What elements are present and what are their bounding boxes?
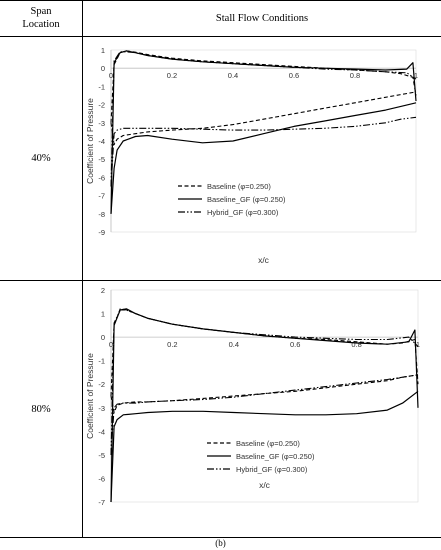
x-tick-label: 0.8 xyxy=(350,71,360,80)
y-tick-label: -5 xyxy=(98,451,105,460)
legend: Baseline (φ=0.250) Baseline_GF (φ=0.250) H… xyxy=(207,439,315,474)
legend: Baseline (φ=0.250) Baseline_GF (φ=0.250) H… xyxy=(178,182,286,217)
legend-label: Baseline (φ=0.250) xyxy=(236,439,300,448)
x-axis-title: x/c xyxy=(259,480,271,490)
results-table: Span Location Stall Flow Conditions 40% … xyxy=(0,0,441,538)
series-line-lower xyxy=(110,102,417,214)
y-tick-label: -1 xyxy=(98,82,105,91)
row-label-40: 40% xyxy=(31,153,51,164)
x-tick-label: 0.2 xyxy=(167,71,177,80)
series-dash-dot-dot xyxy=(110,309,419,455)
x-axis-title: x/c xyxy=(258,255,270,265)
y-tick-label: 0 xyxy=(101,333,105,342)
header-span-line2: Location xyxy=(22,19,60,30)
header-span-location: Span Location xyxy=(0,5,82,31)
y-tick-label: -3 xyxy=(98,404,105,413)
y-tick-label: -1 xyxy=(98,357,105,366)
y-tick-label: -9 xyxy=(98,228,105,237)
y-tick-label: -4 xyxy=(98,427,105,436)
y-tick-label: -2 xyxy=(98,380,105,389)
chart-40-percent-span: 1 0 -1 -2 -3 -4 -5 -6 -7 -8 -9 0 0.2 0.4 0.6 0.8 1 Coeffi… xyxy=(85,46,418,265)
series-line-lower xyxy=(110,91,417,146)
legend-label: Hybrid_GF (φ=0.300) xyxy=(236,465,308,474)
series-line-lower xyxy=(110,374,419,414)
series-dashed xyxy=(110,50,417,146)
legend-label: Baseline (φ=0.250) xyxy=(207,182,271,191)
y-tick-label: -3 xyxy=(98,119,105,128)
series-line-lower xyxy=(110,374,419,455)
series-line-upper xyxy=(110,50,417,123)
column-divider xyxy=(82,0,83,538)
y-axis-title: Coefficient of Pressure xyxy=(85,98,95,184)
y-axis-title: Coefficient of Pressure xyxy=(85,353,95,439)
y-tick-label: -6 xyxy=(98,173,105,182)
x-tick-label: 0.4 xyxy=(229,340,239,349)
series-dashed xyxy=(110,308,419,414)
x-tick-label: 0.2 xyxy=(167,340,177,349)
figure-caption: (b) xyxy=(215,538,226,548)
chart-80-percent-span: 2 1 0 -1 -2 -3 -4 -5 -6 -7 0 0.2 0.4 0.6 0.8 1 Coefficie… xyxy=(85,286,420,507)
y-tick-label: 2 xyxy=(101,286,105,295)
x-tick-label: 0 xyxy=(109,71,113,80)
x-tick-label: 1 xyxy=(414,71,418,80)
x-tick-label: 0.6 xyxy=(289,71,299,80)
y-tick-label: -5 xyxy=(98,155,105,164)
row-label-80: 80% xyxy=(31,404,51,415)
x-tick-label: 1 xyxy=(416,340,420,349)
y-tick-label: -7 xyxy=(98,498,105,507)
x-tick-label: 0.8 xyxy=(351,340,361,349)
legend-label: Baseline_GF (φ=0.250) xyxy=(236,452,315,461)
y-tick-label: -7 xyxy=(98,192,105,201)
y-tick-label: 1 xyxy=(101,310,105,319)
series-line-upper xyxy=(110,51,417,187)
y-tick-label: 0 xyxy=(101,64,105,73)
row-divider xyxy=(0,280,441,281)
y-tick-label: -2 xyxy=(98,101,105,110)
x-tick-label: 0.4 xyxy=(228,71,238,80)
series-line-lower xyxy=(110,116,417,187)
table-bottom-border xyxy=(0,537,441,538)
header-span-line1: Span xyxy=(30,6,52,17)
x-tick-label: 0 xyxy=(109,340,113,349)
plot-area xyxy=(110,49,417,233)
y-tick-label: 1 xyxy=(101,46,105,55)
y-tick-label: -8 xyxy=(98,210,105,219)
series-line-upper xyxy=(110,309,419,455)
table-top-border xyxy=(0,0,441,1)
series-line-lower xyxy=(110,390,419,503)
header-divider xyxy=(0,36,441,37)
header-stall-flow: Stall Flow Conditions xyxy=(215,13,309,24)
y-tick-label: -4 xyxy=(98,137,105,146)
legend-label: Hybrid_GF (φ=0.300) xyxy=(207,208,279,217)
series-dash-dot-dot xyxy=(110,51,417,187)
legend-label: Baseline_GF (φ=0.250) xyxy=(207,195,286,204)
x-tick-label: 0.6 xyxy=(290,340,300,349)
y-tick-label: -6 xyxy=(98,474,105,483)
